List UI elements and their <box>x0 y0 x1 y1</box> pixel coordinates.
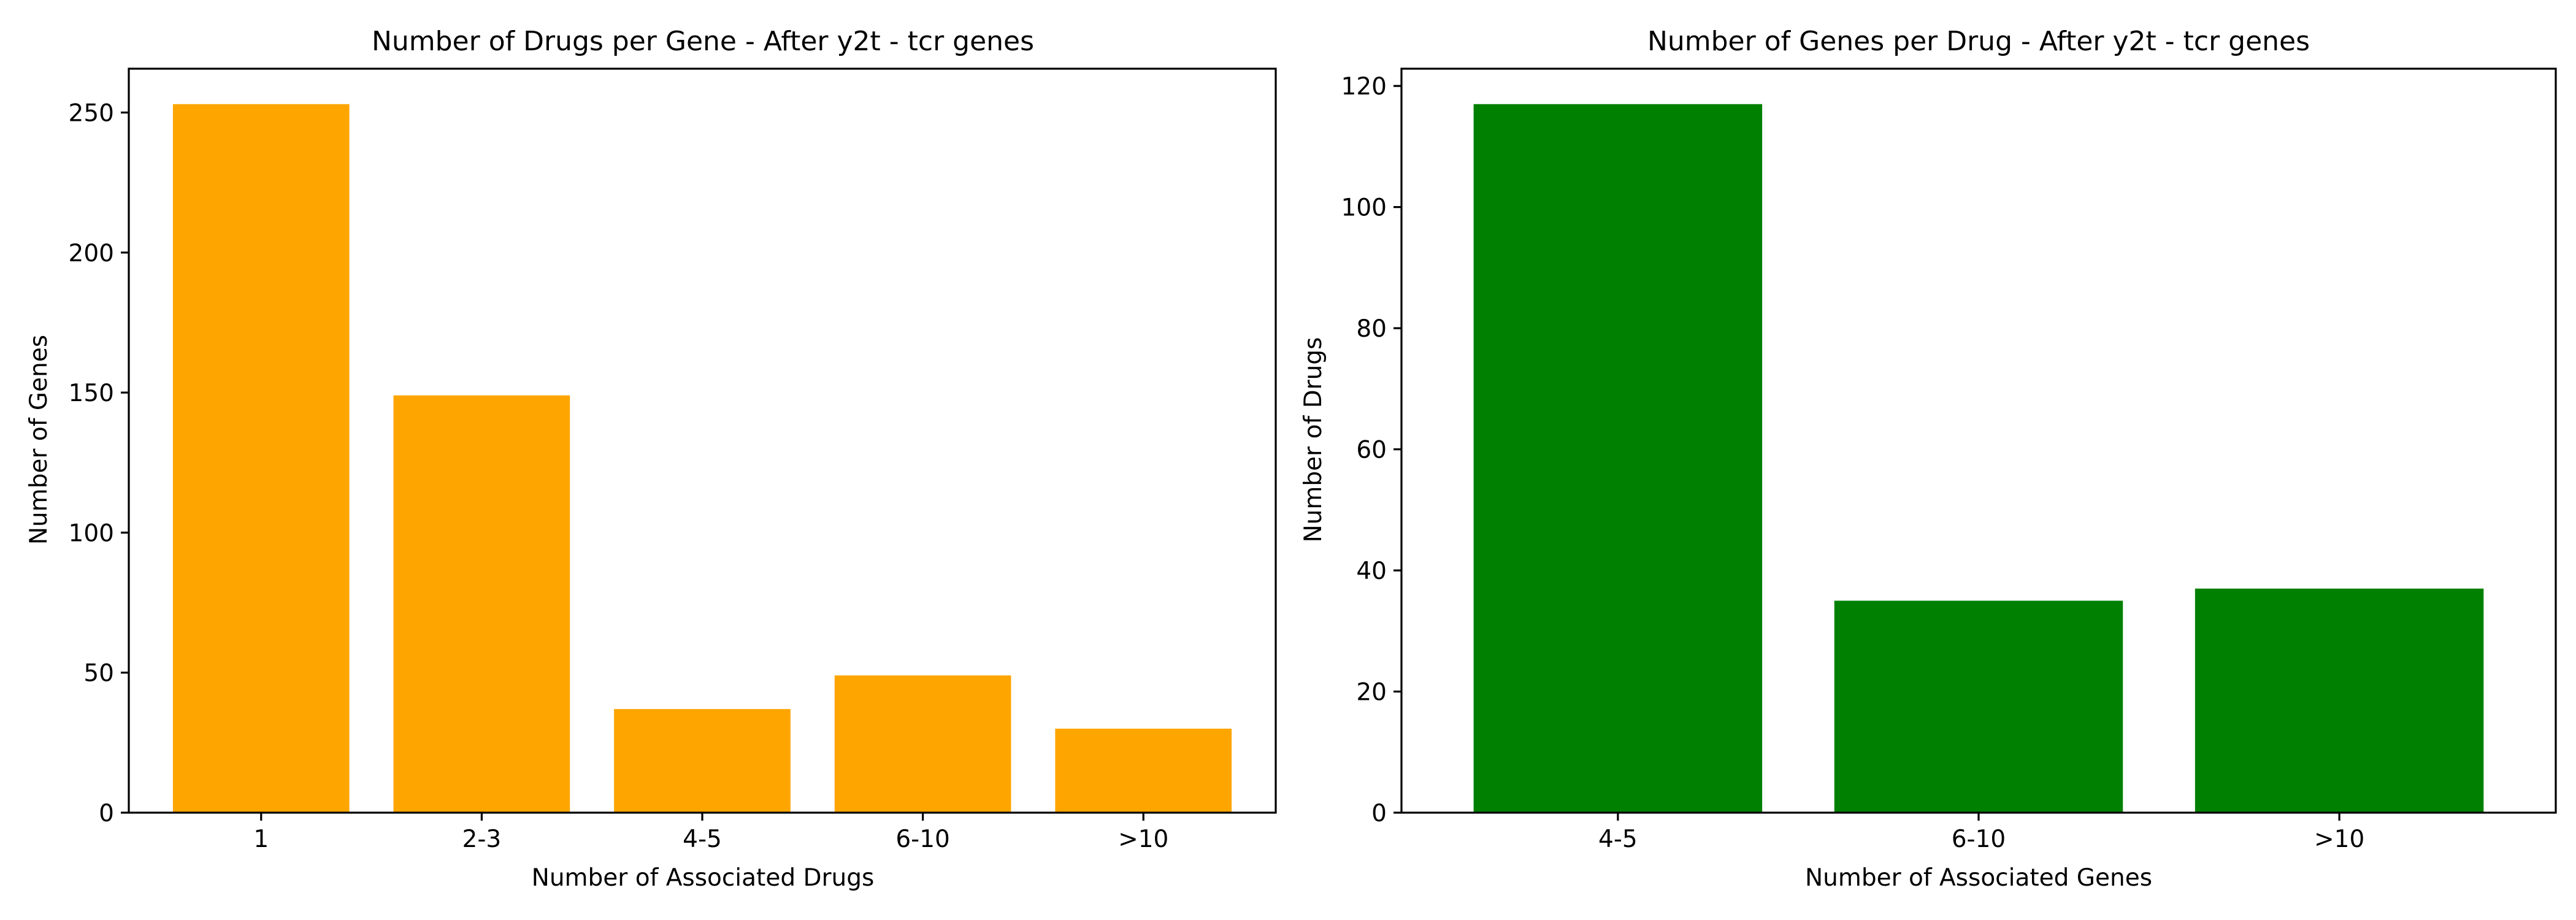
y-tick-label: 120 <box>1341 73 1387 101</box>
bar->10 <box>1055 729 1232 813</box>
y-axis-ticks: 0 50 100 150 200 250 <box>69 99 129 827</box>
bars <box>172 104 1232 813</box>
x-tick-label: >10 <box>2314 826 2364 853</box>
y-tick-label: 200 <box>69 240 114 267</box>
bar-2-3 <box>393 395 570 813</box>
chart-title: Number of Genes per Drug - After y2t - t… <box>1647 26 2310 57</box>
y-tick-label: 0 <box>99 800 114 827</box>
x-axis-label: Number of Associated Genes <box>1805 864 2152 892</box>
y-axis-label: Number of Genes <box>25 335 53 545</box>
y-tick-label: 40 <box>1356 558 1387 585</box>
plot-frame <box>128 67 1277 814</box>
bars <box>1473 104 2484 813</box>
bar-6-10 <box>1834 600 2123 813</box>
x-tick-label: 6-10 <box>1952 826 2006 853</box>
x-tick-label: 1 <box>253 826 269 853</box>
drugs-per-gene-chart: Number of Drugs per Gene - After y2t - t… <box>25 26 1277 892</box>
x-tick-label: 4-5 <box>683 826 722 853</box>
bar-4-5 <box>1473 104 1763 813</box>
plot-frame <box>1400 67 2557 814</box>
x-tick-label: >10 <box>1118 826 1168 853</box>
y-tick-label: 0 <box>1371 800 1387 827</box>
y-tick-label: 250 <box>69 99 114 127</box>
x-axis-ticks: 1 2-3 4-5 6-10 >10 <box>253 813 1168 853</box>
y-axis-ticks: 0 20 40 60 80 100 120 <box>1341 73 1401 827</box>
y-tick-label: 100 <box>69 519 114 547</box>
bar->10 <box>2195 588 2484 813</box>
bar-1 <box>172 104 350 813</box>
chart-title: Number of Drugs per Gene - After y2t - t… <box>372 26 1034 57</box>
bar-6-10 <box>834 675 1011 813</box>
x-tick-label: 2-3 <box>462 826 502 853</box>
y-tick-label: 100 <box>1341 194 1387 222</box>
y-tick-label: 80 <box>1356 315 1387 343</box>
x-axis-label: Number of Associated Drugs <box>532 864 875 892</box>
x-tick-label: 6-10 <box>895 826 950 853</box>
y-axis-label: Number of Drugs <box>1300 337 1327 543</box>
x-tick-label: 4-5 <box>1598 826 1638 853</box>
y-tick-label: 50 <box>83 660 114 688</box>
y-tick-label: 20 <box>1356 679 1387 707</box>
bar-4-5 <box>614 709 791 813</box>
x-axis-ticks: 4-5 6-10 >10 <box>1598 813 2364 853</box>
y-tick-label: 60 <box>1356 437 1387 464</box>
genes-per-drug-chart: Number of Genes per Drug - After y2t - t… <box>1300 26 2557 892</box>
y-tick-label: 150 <box>69 380 114 407</box>
